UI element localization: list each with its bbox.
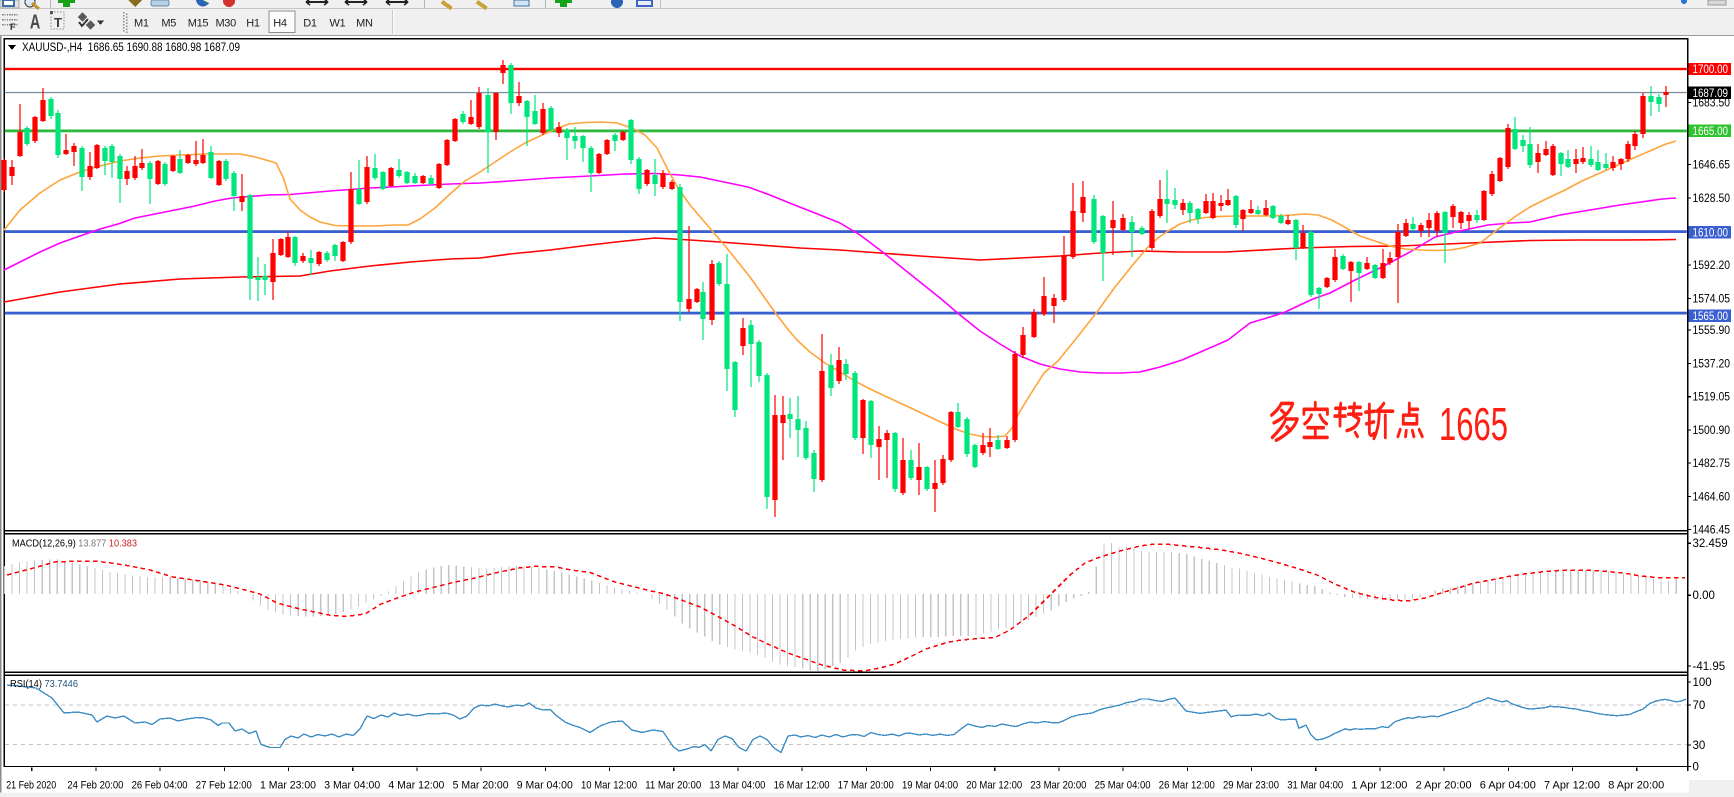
svg-text:H4: H4 [273, 18, 287, 30]
svg-text:XAUUSD-,H4 1686.65 1690.88 16: XAUUSD-,H4 1686.65 1690.88 1680.98 1687.… [22, 42, 240, 54]
svg-text:2 Apr 20:00: 2 Apr 20:00 [1416, 780, 1472, 792]
svg-text:1683.50: 1683.50 [1693, 98, 1731, 110]
svg-text:16 Mar 12:00: 16 Mar 12:00 [774, 780, 830, 792]
svg-text:1537.20: 1537.20 [1693, 358, 1731, 370]
svg-text:10 Mar 12:00: 10 Mar 12:00 [581, 780, 637, 792]
svg-text:0.00: 0.00 [1693, 590, 1715, 602]
svg-text:29 Mar 23:00: 29 Mar 23:00 [1223, 780, 1279, 792]
svg-text:0: 0 [1693, 762, 1699, 774]
svg-text:F: F [10, 22, 16, 32]
svg-text:1519.05: 1519.05 [1693, 392, 1731, 404]
svg-text:1565.00: 1565.00 [1693, 311, 1729, 323]
svg-text:100: 100 [1693, 677, 1712, 689]
svg-text:5 Mar 20:00: 5 Mar 20:00 [453, 780, 509, 792]
svg-text:9 Mar 04:00: 9 Mar 04:00 [517, 780, 573, 792]
svg-text:20 Mar 12:00: 20 Mar 12:00 [966, 780, 1022, 792]
svg-text:1687.09: 1687.09 [1693, 88, 1729, 100]
svg-text:31 Mar 04:00: 31 Mar 04:00 [1287, 780, 1343, 792]
svg-text:25 Mar 04:00: 25 Mar 04:00 [1095, 780, 1151, 792]
svg-text:1464.60: 1464.60 [1693, 491, 1731, 503]
svg-text:19 Mar 04:00: 19 Mar 04:00 [902, 780, 958, 792]
svg-text:M5: M5 [161, 18, 176, 30]
svg-text:21 Feb 2020: 21 Feb 2020 [6, 780, 56, 792]
svg-text:D1: D1 [303, 18, 317, 30]
svg-text:17 Mar 20:00: 17 Mar 20:00 [838, 780, 894, 792]
svg-text:1700.00: 1700.00 [1693, 64, 1729, 76]
svg-text:6 Apr 04:00: 6 Apr 04:00 [1480, 780, 1536, 792]
svg-text:1446.45: 1446.45 [1693, 525, 1731, 537]
svg-text:24 Feb 20:00: 24 Feb 20:00 [67, 780, 123, 792]
svg-text:M15: M15 [188, 18, 209, 30]
svg-text:1574.05: 1574.05 [1693, 294, 1731, 306]
svg-text:32.459: 32.459 [1693, 538, 1728, 550]
svg-text:1646.65: 1646.65 [1693, 160, 1731, 172]
svg-text:23 Mar 20:00: 23 Mar 20:00 [1030, 780, 1086, 792]
svg-text:1628.50: 1628.50 [1693, 193, 1731, 205]
svg-text:27 Feb 12:00: 27 Feb 12:00 [196, 780, 252, 792]
svg-text:H1: H1 [246, 18, 260, 30]
svg-text:RSI(14) 73.7446: RSI(14) 73.7446 [10, 678, 78, 690]
svg-text:8 Apr 20:00: 8 Apr 20:00 [1608, 780, 1664, 792]
svg-text:26 Feb 04:00: 26 Feb 04:00 [132, 780, 188, 792]
svg-text:M1: M1 [134, 18, 149, 30]
svg-text:1592.20: 1592.20 [1693, 260, 1731, 272]
svg-text:A: A [30, 10, 41, 33]
svg-text:1 Apr 12:00: 1 Apr 12:00 [1351, 780, 1407, 792]
svg-text:1482.75: 1482.75 [1693, 458, 1731, 470]
svg-text:30: 30 [1693, 740, 1706, 752]
svg-text:T: T [54, 15, 62, 30]
svg-text:1665: 1665 [1439, 398, 1508, 450]
svg-text:13 Mar 04:00: 13 Mar 04:00 [709, 780, 765, 792]
svg-text:M30: M30 [215, 18, 236, 30]
svg-text:4 Mar 12:00: 4 Mar 12:00 [388, 780, 444, 792]
svg-text:1 Mar 23:00: 1 Mar 23:00 [260, 780, 316, 792]
svg-text:1665.00: 1665.00 [1693, 126, 1729, 138]
svg-text:3 Mar 04:00: 3 Mar 04:00 [324, 780, 380, 792]
svg-text:W1: W1 [329, 18, 345, 30]
svg-text:1610.00: 1610.00 [1693, 228, 1729, 240]
svg-text:1500.90: 1500.90 [1693, 425, 1731, 437]
svg-text:11 Mar 20:00: 11 Mar 20:00 [645, 780, 701, 792]
svg-text:70: 70 [1693, 700, 1706, 712]
svg-text:-41.95: -41.95 [1693, 661, 1726, 673]
svg-text:26 Mar 12:00: 26 Mar 12:00 [1159, 780, 1215, 792]
svg-text:1555.90: 1555.90 [1693, 325, 1731, 337]
svg-text:MACD(12,26,9) 13.877 10.383: MACD(12,26,9) 13.877 10.383 [12, 538, 137, 550]
svg-text:7 Apr 12:00: 7 Apr 12:00 [1544, 780, 1600, 792]
svg-text:MN: MN [356, 18, 373, 30]
